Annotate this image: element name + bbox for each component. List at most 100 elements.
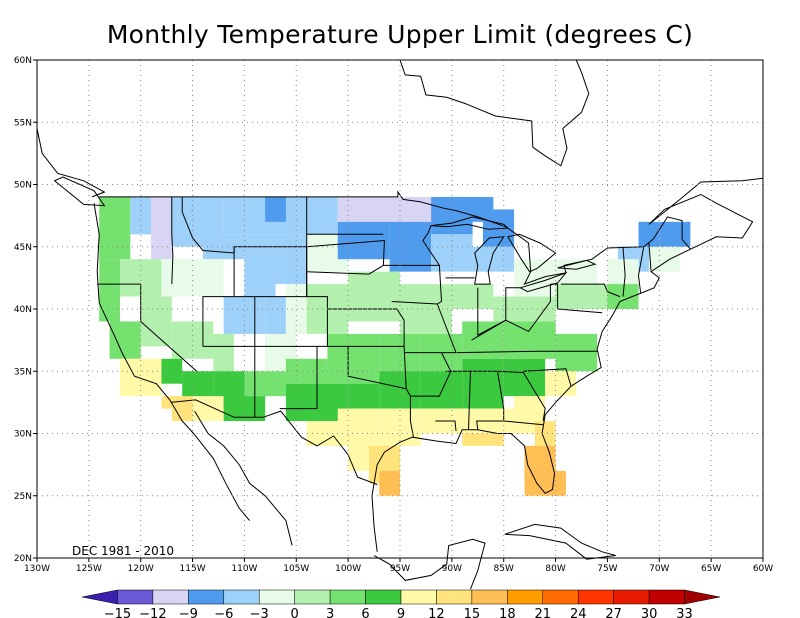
colorbar-low-arrow — [81, 589, 118, 605]
lon-tick-label: 115W — [180, 564, 206, 574]
state-border — [435, 420, 457, 432]
temperature-cell — [348, 383, 380, 409]
state-border — [637, 246, 645, 293]
temperature-cell — [389, 221, 432, 272]
temperature-cell — [99, 196, 131, 260]
hudson-bay-coast — [399, 59, 590, 167]
temperature-cell — [337, 196, 390, 222]
colorbar-label: −3 — [250, 607, 269, 618]
colorbar-high-arrow — [684, 589, 721, 605]
west-coastline — [93, 203, 250, 521]
lon-tick-label: 110W — [231, 564, 257, 574]
colorbar-segment — [258, 589, 295, 605]
colorbar-segment — [365, 589, 402, 605]
lat-tick-label: 60N — [14, 56, 32, 66]
period-label: DEC 1981 - 2010 — [72, 544, 174, 558]
lake-michigan — [474, 236, 505, 285]
lon-tick-label: 120W — [128, 564, 154, 574]
temperature-cell — [161, 259, 193, 297]
temperature-cell — [275, 234, 307, 285]
temperature-cell — [161, 358, 183, 384]
colorbar-segment — [152, 589, 189, 605]
colorbar-label: 21 — [535, 607, 552, 618]
temperature-cell — [99, 259, 120, 322]
colorbar-segment — [329, 589, 366, 605]
state-border — [648, 242, 652, 271]
temperature-cell — [503, 358, 546, 397]
temperature-cell — [534, 421, 556, 446]
lat-tick-label: 25N — [14, 492, 32, 502]
colorbar-segment — [507, 589, 544, 605]
state-border — [471, 284, 551, 341]
colorbar-label: 30 — [641, 607, 658, 618]
temperature-cell — [348, 271, 400, 322]
lat-tick-label: 55N — [14, 118, 32, 128]
state-border — [550, 283, 603, 314]
lat-lon-gridlines — [37, 60, 763, 558]
cuba-coast — [504, 523, 616, 560]
gulf-of-california-coast — [194, 410, 293, 546]
colorbar-segment — [471, 589, 508, 605]
state-border — [383, 264, 443, 305]
temperature-cell — [285, 383, 318, 422]
state-border — [503, 420, 544, 426]
colorbar-label: −6 — [214, 607, 233, 618]
colorbar-label: −12 — [139, 607, 166, 618]
state-border — [181, 196, 235, 254]
lat-tick-label: 20N — [14, 554, 32, 564]
lon-tick-label: 105W — [283, 564, 309, 574]
colorbar-segment — [613, 589, 650, 605]
temperature-cell — [327, 333, 380, 384]
temperature-cell — [503, 321, 556, 359]
us-mexico-border — [170, 399, 378, 485]
temperature-cell — [555, 470, 566, 496]
temperature-cell — [109, 321, 141, 359]
colorbar-segment — [542, 589, 579, 605]
state-border — [422, 225, 440, 266]
chart-title: Monthly Temperature Upper Limit (degrees… — [106, 20, 694, 49]
lon-tick-label: 60W — [753, 564, 773, 574]
bc-coast — [36, 128, 106, 198]
colorbar-label: −9 — [179, 607, 198, 618]
colorbar-segment — [577, 589, 614, 605]
temperature-cell — [348, 445, 369, 471]
state-border — [523, 368, 572, 387]
colorbar-segment — [648, 589, 685, 605]
colorbar-label: 3 — [326, 607, 334, 618]
lake-superior — [431, 216, 510, 230]
state-border — [347, 346, 407, 390]
state-border — [622, 246, 626, 297]
state-border — [254, 196, 328, 347]
temperature-cell — [213, 333, 235, 372]
colorbar-label: 24 — [570, 607, 587, 618]
lon-tick-label: 130W — [24, 564, 50, 574]
lat-tick-label: 40N — [14, 305, 32, 315]
temperature-cell — [451, 284, 494, 309]
state-border — [477, 287, 507, 336]
colorbar-segment — [223, 589, 260, 605]
colorbar-label: 18 — [499, 607, 516, 618]
temperature-cell — [151, 196, 172, 260]
east-coastline — [371, 177, 764, 552]
lon-tick-label: 80W — [545, 564, 565, 574]
state-border — [327, 308, 405, 347]
lon-tick-label: 70W — [649, 564, 669, 574]
colorbar-label: −15 — [104, 607, 131, 618]
temperature-cell — [555, 284, 608, 309]
lake-huron — [507, 233, 557, 273]
temperature-cell — [192, 396, 224, 422]
vancouver-island — [53, 176, 106, 207]
state-border — [279, 346, 318, 410]
temperature-cell — [379, 371, 421, 409]
lake-erie — [518, 271, 568, 293]
temperature-cell — [244, 234, 276, 297]
temperature-cell — [337, 408, 380, 446]
state-border — [560, 283, 621, 298]
state-border — [456, 350, 599, 354]
us-canada-border — [99, 190, 691, 285]
colorbar-label: 33 — [676, 607, 693, 618]
temperature-cell — [462, 358, 504, 409]
temperature-cell — [431, 234, 473, 272]
temperature-cell — [379, 470, 400, 496]
